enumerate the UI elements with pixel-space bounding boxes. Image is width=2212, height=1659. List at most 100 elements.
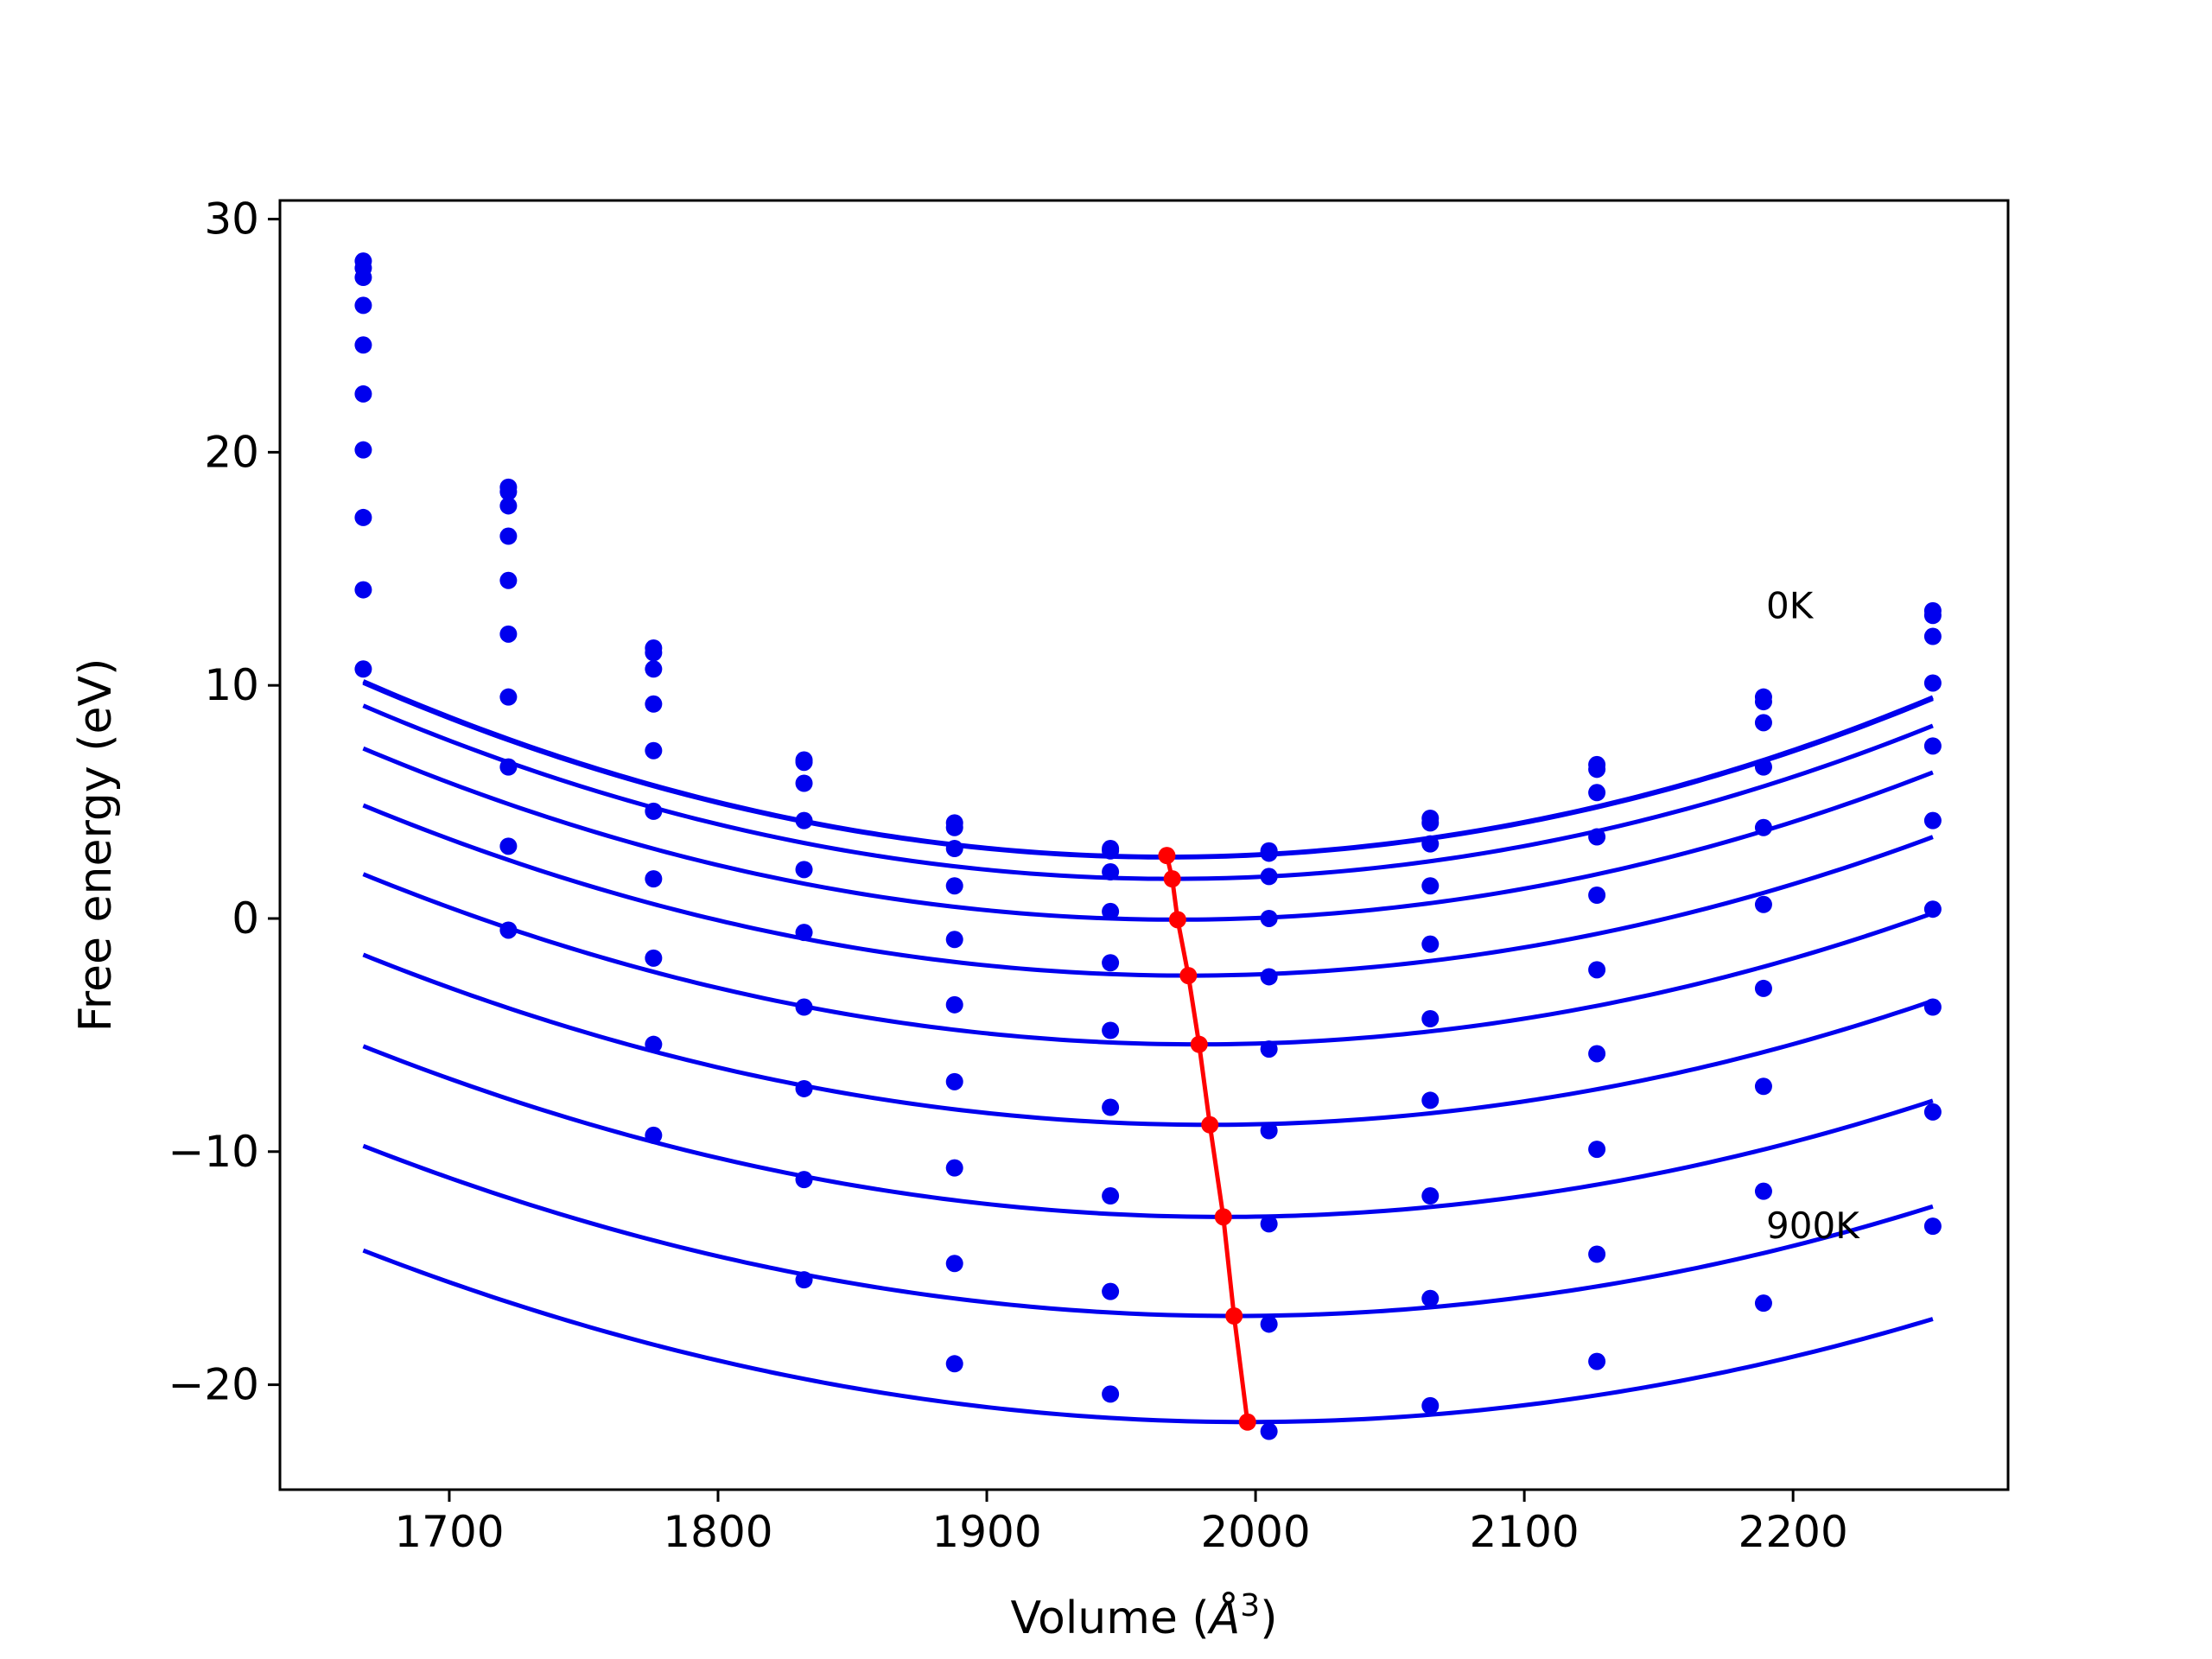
x-axis-label-symbol: Å bbox=[1207, 1591, 1241, 1644]
data-point bbox=[1421, 1289, 1440, 1307]
minimum-point bbox=[1179, 967, 1198, 985]
data-point bbox=[945, 877, 963, 895]
data-point bbox=[354, 660, 372, 678]
data-point bbox=[499, 921, 518, 939]
data-point bbox=[1421, 835, 1440, 853]
data-point bbox=[645, 870, 663, 888]
data-point bbox=[1588, 828, 1606, 846]
data-point bbox=[795, 861, 813, 879]
x-tick-label: 1900 bbox=[931, 1507, 1041, 1557]
x-axis-label-exponent: 3 bbox=[1240, 1588, 1260, 1624]
data-point bbox=[945, 931, 963, 949]
minimum-point bbox=[1225, 1306, 1243, 1325]
data-point bbox=[499, 758, 518, 776]
data-point bbox=[795, 1171, 813, 1189]
data-point bbox=[795, 924, 813, 942]
fit-curve-4 bbox=[362, 803, 1934, 978]
data-point bbox=[1421, 1396, 1440, 1414]
data-point bbox=[499, 483, 518, 501]
data-point bbox=[499, 625, 518, 643]
data-point bbox=[1260, 968, 1278, 986]
data-point bbox=[1923, 1103, 1942, 1121]
data-point bbox=[795, 811, 813, 830]
minimum-locus-line bbox=[1165, 855, 1250, 1423]
data-point bbox=[795, 1079, 813, 1097]
data-point bbox=[945, 1072, 963, 1090]
data-point bbox=[645, 695, 663, 713]
data-point bbox=[1421, 935, 1440, 953]
data-point bbox=[1260, 1040, 1278, 1058]
fit-curve-5 bbox=[362, 872, 1934, 1047]
data-point bbox=[645, 802, 663, 820]
data-points bbox=[354, 252, 1942, 1440]
y-tick-label: 20 bbox=[204, 427, 259, 477]
data-point bbox=[1102, 1282, 1120, 1300]
y-tick-label: 0 bbox=[232, 893, 259, 944]
data-point bbox=[354, 336, 372, 354]
minimum-point bbox=[1238, 1413, 1256, 1431]
data-point bbox=[1588, 961, 1606, 979]
data-point bbox=[1421, 814, 1440, 832]
y-axis-ticks: −20 −10 0 10 20 30 bbox=[168, 194, 280, 1410]
data-point bbox=[795, 1271, 813, 1289]
x-axis-label: Volume (Å3) bbox=[1011, 1588, 1278, 1644]
minimum-point bbox=[1201, 1116, 1219, 1134]
fit-curve-2 bbox=[362, 703, 1934, 881]
fit-curve-1 bbox=[362, 680, 1934, 860]
data-point bbox=[1754, 693, 1772, 711]
data-point bbox=[1923, 811, 1942, 830]
data-point bbox=[1754, 895, 1772, 913]
data-point bbox=[1102, 1187, 1120, 1205]
data-point bbox=[499, 527, 518, 545]
data-point bbox=[354, 296, 372, 315]
data-point bbox=[1754, 979, 1772, 997]
fit-curve-8 bbox=[362, 1143, 1934, 1319]
data-point bbox=[1754, 1182, 1772, 1200]
data-point bbox=[1260, 1422, 1278, 1440]
data-point bbox=[1588, 760, 1606, 779]
data-point bbox=[354, 385, 372, 403]
fit-curve-9 bbox=[362, 1248, 1934, 1425]
data-point bbox=[1421, 1010, 1440, 1028]
fit-curve-3 bbox=[362, 746, 1934, 922]
y-tick-label: −20 bbox=[168, 1360, 259, 1410]
data-point bbox=[645, 644, 663, 662]
data-point bbox=[795, 774, 813, 792]
x-tick-label: 2200 bbox=[1738, 1507, 1848, 1557]
y-tick-label: 30 bbox=[204, 194, 259, 245]
data-point bbox=[1754, 758, 1772, 776]
data-point bbox=[645, 660, 663, 678]
y-axis-label: Free energy (eV) bbox=[70, 658, 122, 1033]
data-point bbox=[1588, 784, 1606, 802]
data-point bbox=[1102, 1021, 1120, 1039]
data-point bbox=[1260, 868, 1278, 886]
annotations: 0K 900K bbox=[1766, 584, 1860, 1247]
data-point bbox=[1102, 1098, 1120, 1116]
minimum-point bbox=[1214, 1208, 1232, 1226]
data-point bbox=[1588, 1141, 1606, 1159]
data-point bbox=[645, 949, 663, 967]
data-point bbox=[645, 1035, 663, 1053]
data-point bbox=[945, 818, 963, 836]
data-point bbox=[945, 840, 963, 858]
data-point bbox=[795, 998, 813, 1016]
data-point bbox=[1923, 900, 1942, 918]
annotation-0k: 0K bbox=[1766, 584, 1815, 626]
y-tick-label: 10 bbox=[204, 660, 259, 710]
data-point bbox=[1588, 1352, 1606, 1370]
data-point bbox=[1923, 607, 1942, 625]
data-point bbox=[1260, 844, 1278, 862]
data-point bbox=[945, 1159, 963, 1177]
x-tick-label: 1800 bbox=[663, 1507, 772, 1557]
fit-curves bbox=[362, 679, 1934, 1425]
minimum-point bbox=[1190, 1035, 1208, 1053]
data-point bbox=[1923, 1217, 1942, 1236]
data-point bbox=[1588, 1245, 1606, 1263]
x-tick-label: 2000 bbox=[1200, 1507, 1310, 1557]
x-tick-label: 2100 bbox=[1469, 1507, 1579, 1557]
data-point bbox=[645, 1126, 663, 1144]
data-point bbox=[354, 508, 372, 526]
x-tick-label: 1700 bbox=[394, 1507, 504, 1557]
plot-frame bbox=[278, 199, 2010, 1491]
data-point bbox=[1260, 909, 1278, 927]
